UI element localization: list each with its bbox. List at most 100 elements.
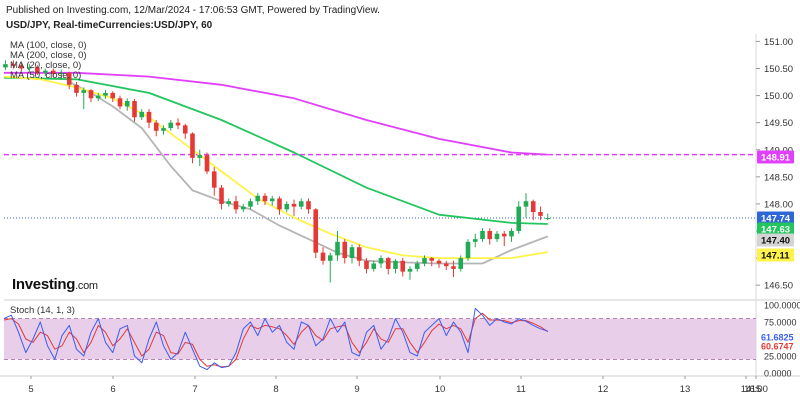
candle-body <box>117 98 123 107</box>
legend-ma200: MA (200, close, 0) <box>10 50 87 61</box>
price-tick-label: 146.50 <box>764 281 793 292</box>
symbol-title: USD/JPY, Real-timeCurrencies:USD/JPY, 60 <box>6 20 213 31</box>
main-pane-bg <box>0 34 800 298</box>
logo-suffix: .com <box>75 280 98 292</box>
candle-body <box>480 231 485 240</box>
candle-body <box>516 206 522 231</box>
candle-body <box>182 125 188 134</box>
candle-body <box>487 231 493 240</box>
candle-body <box>393 260 398 269</box>
candle-body <box>262 195 268 202</box>
candle-body <box>204 155 210 172</box>
candle-body <box>248 201 253 207</box>
candle-body <box>501 233 507 237</box>
candle-body <box>313 209 319 253</box>
stoch-value-label: 61.6825 <box>761 333 794 343</box>
legend-ma100: MA (100, close, 0) <box>10 40 87 51</box>
stoch-band-fill <box>4 318 756 360</box>
price-label-text: 147.11 <box>761 251 790 262</box>
ma-series-line <box>3 75 548 260</box>
time-tick-label: 15 <box>751 384 762 395</box>
time-tick-label: 14 <box>741 384 752 395</box>
price-label-text: 147.63 <box>761 225 790 236</box>
candle-body <box>465 241 471 259</box>
legend-ma20: MA (20, close, 0) <box>10 60 82 71</box>
candle-body <box>240 206 246 210</box>
candle-body <box>422 258 427 264</box>
candle-body <box>211 171 217 188</box>
candles-group <box>3 60 551 283</box>
stoch-tick-label: 75.0000 <box>764 318 797 328</box>
candle-body <box>74 84 79 93</box>
price-label-box <box>757 233 794 247</box>
candle-body <box>110 92 116 99</box>
stoch-value-bg <box>757 340 797 352</box>
candle-body <box>538 212 543 216</box>
stoch-tick-label: 100.0000 <box>764 301 800 311</box>
ma-series-line <box>3 76 548 225</box>
candle-body <box>523 201 529 207</box>
candle-body <box>436 260 442 264</box>
price-tick-label: 151.00 <box>764 37 793 48</box>
logo-text: Investing <box>12 276 76 293</box>
price-label-text: 147.74 <box>761 214 791 225</box>
candle-body <box>35 67 40 73</box>
candle-body <box>414 263 420 269</box>
candle-body <box>458 258 464 269</box>
ma-series-line <box>4 71 548 156</box>
legend-ma50: MA (50, close, 0) <box>10 70 82 81</box>
time-tick-label: 9 <box>354 384 359 395</box>
time-tick-label: 12 <box>598 384 609 395</box>
stoch-tick-label: 25.0000 <box>764 352 797 362</box>
price-tick-label: 150.50 <box>764 64 793 75</box>
candle-body <box>124 101 130 107</box>
time-tick-label: 10 <box>435 384 446 395</box>
candle-body <box>226 201 232 204</box>
candle-body <box>161 128 166 131</box>
candle-body <box>146 111 152 123</box>
candle-body <box>139 111 145 118</box>
candle-body <box>190 133 195 158</box>
candle-body <box>385 258 391 269</box>
time-tick-label: 16:00 <box>744 384 768 395</box>
candle-body <box>168 122 174 129</box>
price-tick-label: 149.50 <box>764 118 793 129</box>
time-tick-label: 11 <box>516 384 526 395</box>
candle-body <box>103 92 108 96</box>
candle-body <box>545 218 551 219</box>
candle-body <box>306 201 311 210</box>
candle-body <box>255 195 261 202</box>
candle-body <box>400 260 406 272</box>
stoch-value-bg <box>757 331 797 343</box>
candle-body <box>269 198 275 202</box>
time-tick-label: 5 <box>28 384 33 395</box>
candle-body <box>298 201 304 207</box>
stoch-tick-label: 0.0000 <box>764 369 792 379</box>
time-tick-label: 13 <box>680 384 691 395</box>
candle-body <box>51 70 56 74</box>
candle-body <box>66 72 72 85</box>
candle-body <box>356 247 362 261</box>
candle-body <box>320 252 326 261</box>
candle-body <box>132 101 137 118</box>
published-header: Published on Investing.com, 12/Mar/2024 … <box>6 5 380 16</box>
price-label-text: 147.40 <box>761 236 790 247</box>
stoch-k-line <box>3 307 548 371</box>
candle-body <box>277 198 282 210</box>
candle-body <box>342 241 348 259</box>
price-tick-label: 150.00 <box>764 91 793 102</box>
time-tick-label: 8 <box>273 384 278 395</box>
candle-body <box>88 90 94 99</box>
candle-body <box>378 258 384 264</box>
candle-body <box>95 95 101 99</box>
candle-body <box>364 260 369 269</box>
price-label-box <box>757 222 794 236</box>
candle-body <box>429 258 435 261</box>
candle-body <box>3 64 8 68</box>
stoch-label: Stoch (14, 1, 3) <box>10 305 75 316</box>
candle-body <box>349 247 355 259</box>
candle-body <box>530 201 536 213</box>
candle-body <box>175 122 181 126</box>
candle-body <box>58 72 64 74</box>
